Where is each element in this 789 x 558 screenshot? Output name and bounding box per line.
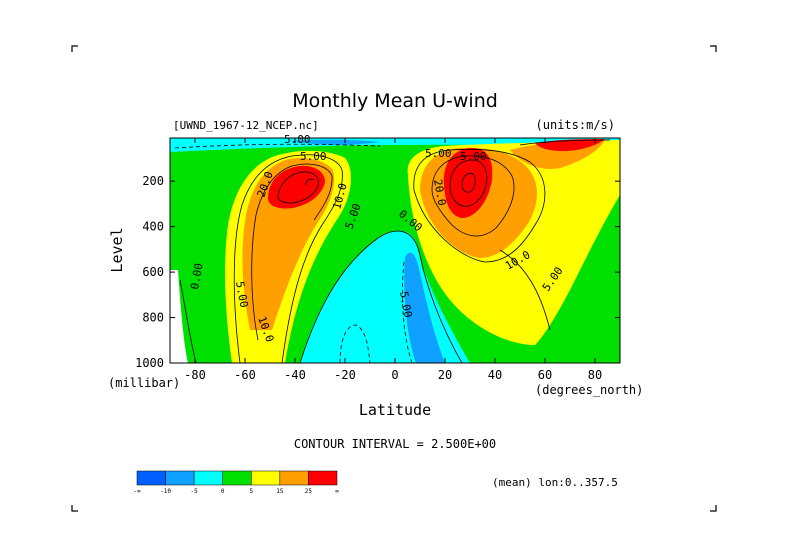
- south-jet-red: [268, 165, 325, 209]
- y-axis-units: (millibar): [108, 376, 180, 390]
- colorbar-label: ∞: [335, 488, 339, 495]
- y-axis: 200 400 600 800 1000: [135, 174, 620, 370]
- x-tick-label: -40: [284, 368, 306, 382]
- units-label: (units:m/s): [536, 118, 615, 132]
- x-tick-label: 80: [588, 368, 602, 382]
- contour-label: 5.00: [284, 133, 311, 146]
- x-tick-label: 40: [488, 368, 502, 382]
- colorbar-label: 15: [276, 488, 284, 495]
- colorbar-swatch: [222, 470, 252, 486]
- contour-label: 0.00: [188, 262, 205, 290]
- x-axis-units: (degrees_north): [535, 383, 643, 397]
- y-tick-label: 600: [142, 265, 164, 279]
- contour-lines: [179, 139, 611, 363]
- chart-title: Monthly Mean U-wind: [292, 90, 498, 112]
- colorbar-swatch: [165, 470, 195, 486]
- contour-label: 5.00: [397, 290, 414, 318]
- x-axis-title: Latitude: [359, 401, 431, 419]
- easterlies-blue: [404, 252, 445, 363]
- colorbar-label: 0: [221, 488, 225, 495]
- colorbar-swatch: [136, 470, 166, 486]
- north-jet-red: [443, 148, 493, 218]
- polar-red: [535, 139, 605, 152]
- band-minus-10-top: [290, 139, 380, 145]
- south-jet-orange: [242, 158, 335, 330]
- mean-longitude-note: (mean) lon:0..357.5: [492, 476, 618, 489]
- x-tick-label: -60: [234, 368, 256, 382]
- colorbar-label: -5: [191, 488, 199, 495]
- colorbar-swatch: [308, 470, 338, 486]
- y-tick-label: 400: [142, 220, 164, 234]
- colorbar-label: -10: [160, 488, 171, 495]
- colorbar: -∞ -10 -5 0 5 15 25 ∞: [133, 470, 339, 495]
- x-tick-label: -20: [334, 368, 356, 382]
- y-tick-label: 200: [142, 174, 164, 188]
- colorbar-swatch: [251, 470, 281, 486]
- y-axis-title: Level: [108, 227, 126, 272]
- x-tick-label: 60: [538, 368, 552, 382]
- contour-label: 5.00: [300, 150, 327, 163]
- negative-contours: [174, 143, 413, 363]
- band-minus-5-to-0-top: [170, 138, 620, 152]
- colorbar-label: -∞: [133, 488, 141, 495]
- x-tick-label: 0: [391, 368, 398, 382]
- source-file-label: [UWND_1967-12_NCEP.nc]: [173, 119, 319, 132]
- x-axis: -80 -60 -40 -20 0 20 40 60 80: [184, 138, 602, 382]
- colorbar-swatch: [279, 470, 309, 486]
- contour-label: 5.00: [233, 280, 250, 308]
- missing-data: [170, 270, 188, 363]
- y-tick-label: 800: [142, 311, 164, 325]
- contour-label: 5.00: [425, 147, 452, 160]
- contour-field: [170, 138, 620, 363]
- colorbar-label: 25: [305, 488, 313, 495]
- contour-label: 20.0: [431, 178, 448, 206]
- x-tick-label: -80: [184, 368, 206, 382]
- x-tick-label: 20: [438, 368, 452, 382]
- crop-marks: [71, 45, 717, 512]
- contour-label: 5.00: [460, 150, 487, 163]
- y-tick-label: 1000: [135, 356, 164, 370]
- colorbar-swatch: [193, 470, 223, 486]
- contour-interval-note: CONTOUR INTERVAL = 2.500E+00: [294, 437, 496, 451]
- colorbar-label: 5: [249, 488, 253, 495]
